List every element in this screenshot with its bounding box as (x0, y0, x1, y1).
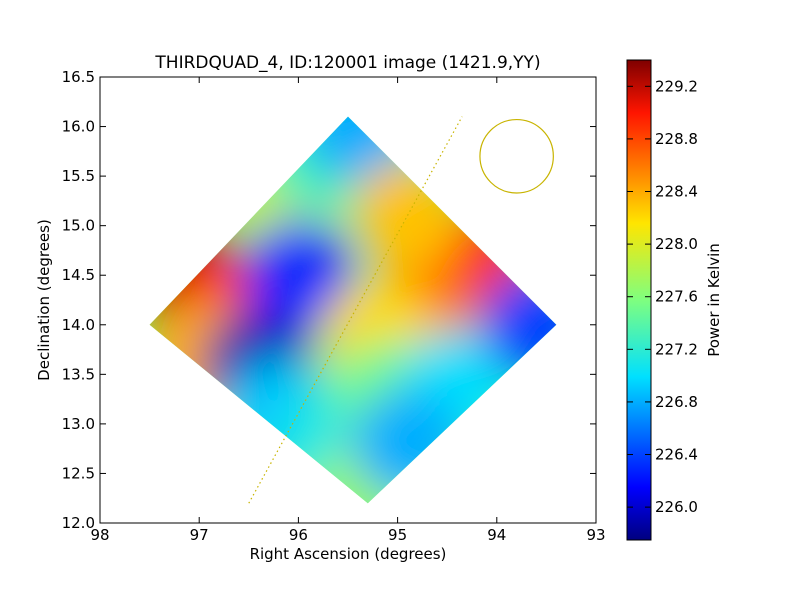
colorbar-gradient (627, 60, 651, 540)
colorbar-tick-label: 228.8 (655, 130, 698, 148)
colorbar-tick-label: 227.6 (655, 288, 698, 306)
heatmap-feature (243, 220, 354, 331)
colorbar-tick-label: 226.0 (655, 498, 698, 516)
y-axis-label: Declination (degrees) (35, 219, 53, 381)
dotted-line (248, 116, 463, 504)
colorbar-tick-label: 228.0 (655, 235, 698, 253)
x-axis: 98 97 96 95 94 93 (90, 77, 606, 544)
y-tick-label: 14.0 (62, 316, 95, 334)
colorbar-frame (626, 59, 652, 541)
y-tick-label: 12.0 (62, 514, 95, 532)
chart-title: THIRDQUAD_4, ID:120001 image (1421.9,YY) (154, 53, 540, 73)
colorbar-tick-label: 226.4 (655, 446, 698, 464)
y-tick-label: 13.0 (62, 415, 95, 433)
y-tick-label: 14.5 (62, 266, 95, 284)
colorbar-tick-label: 228.4 (655, 183, 698, 201)
plot-frame (99, 76, 597, 524)
colorbar-label: Power in Kelvin (705, 243, 723, 357)
beam-circle (479, 118, 554, 194)
y-tick-label: 15.5 (62, 167, 95, 185)
x-tick-label: 94 (487, 526, 506, 544)
x-tick-label: 98 (90, 526, 109, 544)
y-tick-label: 16.0 (62, 118, 95, 136)
x-tick-label: 96 (289, 526, 308, 544)
y-tick-label: 12.5 (62, 464, 95, 482)
colorbar-ticks: 226.0 226.4 226.8 227.2 227.6 228.0 228.4 228.8… (627, 77, 698, 516)
colorbar-tick-label: 226.8 (655, 393, 698, 411)
y-axis: 12.0 12.5 13.0 13.5 14.0 14.5 15.0 15.5 16.0 16.5 (62, 68, 596, 532)
x-tick-label: 95 (388, 526, 407, 544)
x-tick-label: 97 (190, 526, 209, 544)
x-tick-label: 93 (586, 526, 605, 544)
y-tick-label: 15.0 (62, 217, 95, 235)
y-tick-label: 16.5 (62, 68, 95, 86)
heatmap-feature (481, 269, 557, 380)
y-tick-label: 13.5 (62, 365, 95, 383)
x-axis-label: Right Ascension (degrees) (250, 545, 447, 563)
colorbar-tick-label: 229.2 (655, 77, 698, 95)
colorbar: 226.0 226.4 226.8 227.2 227.6 228.0 228.4 228.8… (626, 59, 723, 541)
plot-area (99, 76, 597, 524)
heatmap-feature (302, 116, 413, 182)
colorbar-tick-label: 227.2 (655, 340, 698, 358)
